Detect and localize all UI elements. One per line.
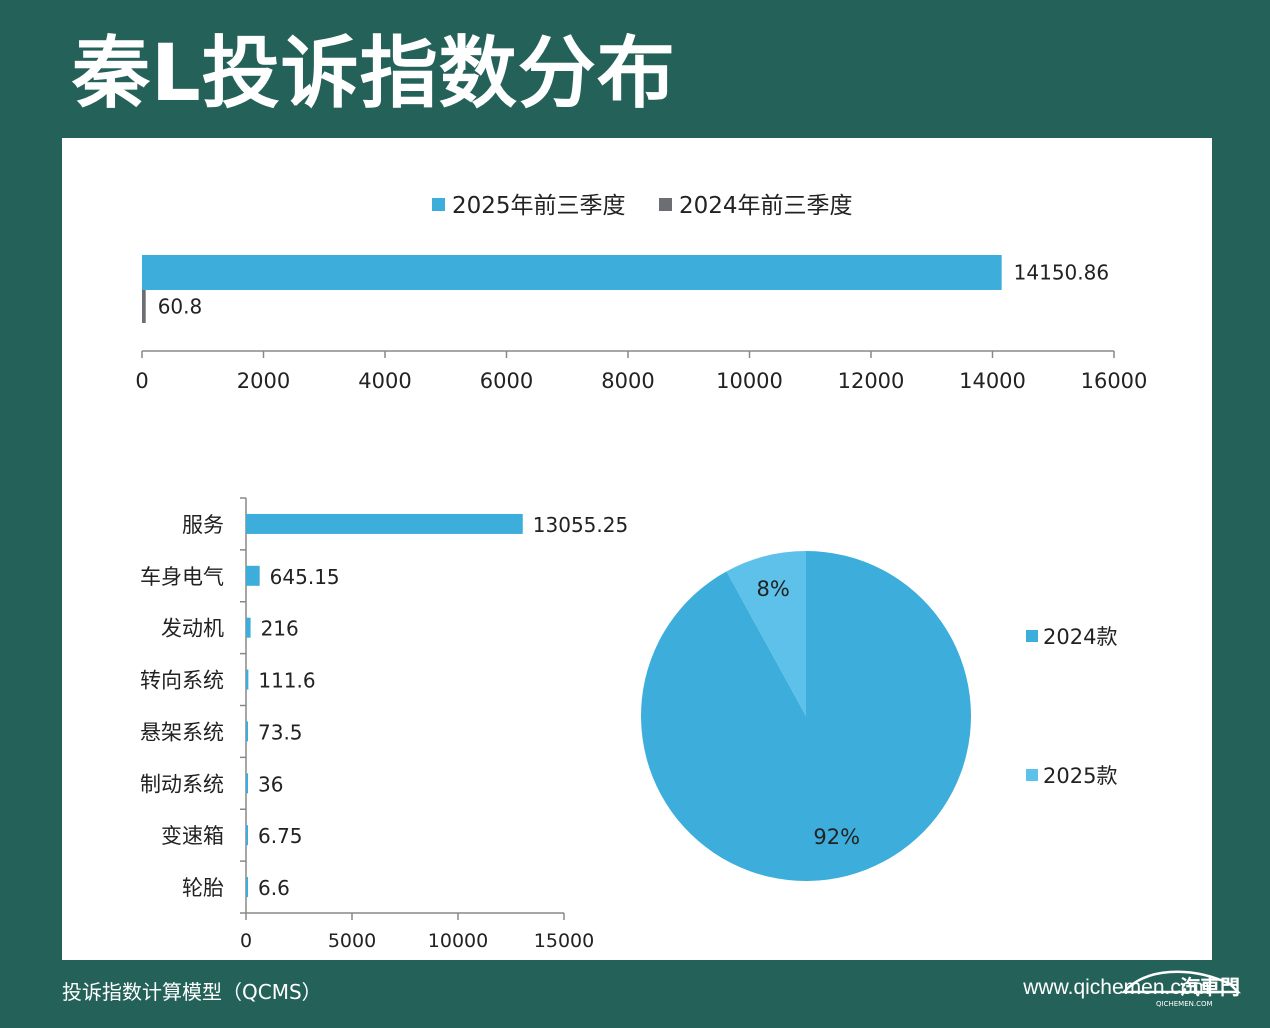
legend-swatch xyxy=(659,198,672,211)
bar xyxy=(246,565,260,586)
x-tick-label: 0 xyxy=(240,930,252,952)
legend-label: 2024款 xyxy=(1043,625,1117,649)
x-tick-label: 0 xyxy=(135,369,148,393)
category-label: 车身电气 xyxy=(140,565,224,589)
logo-text: 汽車門 xyxy=(1180,975,1240,999)
category-label: 发动机 xyxy=(161,617,224,641)
bar xyxy=(142,255,1002,290)
pie-label: 92% xyxy=(813,825,860,849)
data-label: 60.8 xyxy=(158,295,203,319)
category-label: 轮胎 xyxy=(182,876,224,900)
data-label: 36 xyxy=(258,772,283,796)
x-tick-label: 5000 xyxy=(328,930,376,952)
category-label: 变速箱 xyxy=(161,824,224,848)
data-label: 111.6 xyxy=(258,669,315,693)
x-tick-label: 12000 xyxy=(838,369,905,393)
bar xyxy=(246,877,248,898)
x-tick-label: 10000 xyxy=(428,930,488,952)
x-tick-label: 10000 xyxy=(716,369,783,393)
x-tick-label: 14000 xyxy=(959,369,1026,393)
x-tick-label: 16000 xyxy=(1081,369,1148,393)
legend-swatch xyxy=(432,198,445,211)
qichemen-logo: 汽車門 QICHEMEN.COM xyxy=(1121,970,1242,1008)
logo-subtext: QICHEMEN.COM xyxy=(1156,1000,1213,1008)
legend-label: 2025款 xyxy=(1043,764,1117,788)
legend-label: 2024年前三季度 xyxy=(679,193,853,219)
legend-swatch xyxy=(1026,769,1038,781)
footer-model-name: 投诉指数计算模型（QCMS） xyxy=(62,980,322,1004)
pie-slice xyxy=(726,551,806,716)
data-label: 73.5 xyxy=(258,720,303,744)
category-label: 制动系统 xyxy=(140,772,224,796)
bar xyxy=(246,617,251,638)
x-tick-label: 6000 xyxy=(480,369,533,393)
legend-swatch xyxy=(1026,630,1038,642)
bar xyxy=(142,290,146,323)
data-label: 6.75 xyxy=(258,824,303,848)
data-label: 13055.25 xyxy=(533,513,628,537)
bar xyxy=(246,825,248,846)
data-label: 645.15 xyxy=(270,565,340,589)
data-label: 6.6 xyxy=(258,876,290,900)
bar xyxy=(246,513,523,534)
data-label: 216 xyxy=(261,617,299,641)
page-title: 秦L投诉指数分布 xyxy=(72,29,676,119)
bar xyxy=(246,669,249,690)
x-tick-label: 4000 xyxy=(358,369,411,393)
legend-label: 2025年前三季度 xyxy=(452,193,626,219)
category-label: 悬架系统 xyxy=(140,720,224,744)
pie-label: 8% xyxy=(757,577,790,601)
category-label: 服务 xyxy=(182,513,224,537)
x-tick-label: 8000 xyxy=(601,369,654,393)
x-tick-label: 2000 xyxy=(237,369,290,393)
bar xyxy=(246,721,248,742)
category-label: 转向系统 xyxy=(140,669,224,693)
data-label: 14150.86 xyxy=(1014,261,1109,285)
bar xyxy=(246,773,248,794)
x-tick-label: 15000 xyxy=(534,930,594,952)
